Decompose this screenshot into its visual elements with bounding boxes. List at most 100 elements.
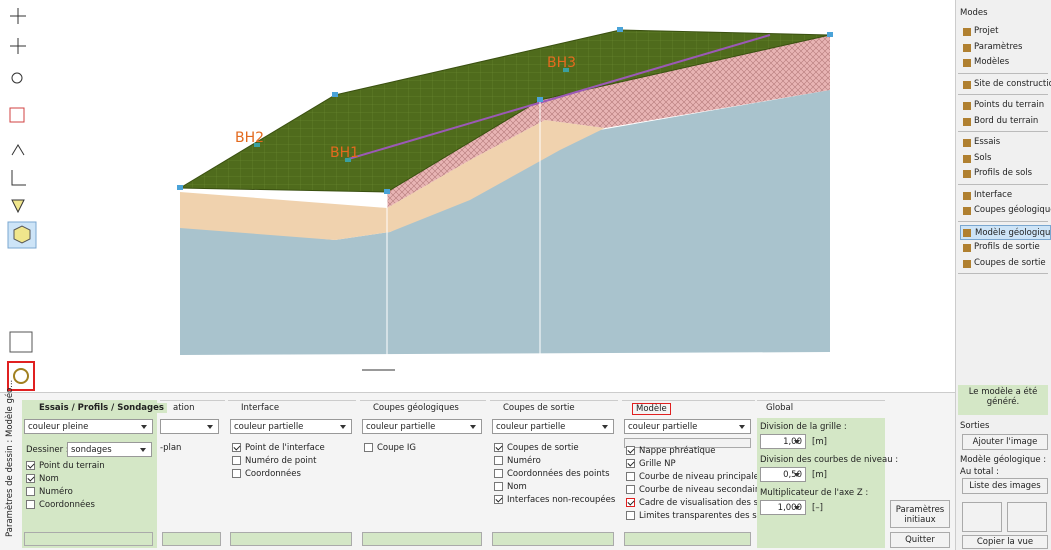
mode-item[interactable]: Bord du terrain [974, 115, 1039, 126]
mode-item[interactable]: Profils de sortie [974, 242, 1040, 252]
option-label: Grille NP [639, 459, 676, 469]
section-line [344, 34, 771, 161]
mode-icon [963, 59, 971, 67]
checkbox[interactable] [626, 498, 635, 507]
add-image-button[interactable]: Ajouter l'image [962, 434, 1048, 450]
mode-item[interactable]: Projet [974, 26, 999, 36]
section-title: Coupes de sortie [500, 403, 578, 413]
reset-button[interactable]: Paramètres initiaux [890, 500, 950, 528]
mode-icon [963, 102, 971, 110]
checkbox[interactable] [626, 472, 635, 481]
field-input[interactable]: 1,000 [760, 500, 806, 515]
checkbox[interactable] [364, 443, 373, 452]
apply-bar[interactable] [24, 532, 153, 546]
table-button[interactable] [9, 331, 33, 353]
print-button[interactable] [1007, 502, 1047, 532]
status-box [958, 385, 1048, 415]
checkbox[interactable] [232, 443, 241, 452]
option-label: Coupes de sortie [507, 443, 579, 453]
toolbar-icons [9, 8, 26, 214]
collapse-button[interactable] [624, 438, 751, 448]
mode-icon [963, 259, 971, 268]
soil-sand [180, 120, 605, 240]
apply-bar[interactable] [362, 532, 482, 546]
settings-button[interactable] [7, 361, 35, 391]
option-label: Nom [507, 482, 527, 492]
checkbox[interactable] [26, 461, 35, 470]
checkbox[interactable] [232, 469, 241, 478]
option-label: Courbe de niveau secondaire [639, 485, 764, 495]
checkbox[interactable] [494, 482, 503, 491]
mode-item[interactable]: Coupes géologique [974, 205, 1051, 215]
field-unit: [m] [812, 470, 827, 480]
option-label: Coordonnées des points [507, 469, 610, 479]
mode-icon [963, 228, 971, 237]
mode-item[interactable]: Site de construction [974, 78, 1051, 89]
option-label: Numéro de point [245, 456, 317, 466]
option-label: Limites transparentes des sols [639, 511, 769, 521]
mode-item[interactable]: Modèle géologique [960, 224, 1051, 240]
side-label: Paramètres de dessin : Modèle géo... [5, 379, 15, 537]
mode-item[interactable]: Profils de sols [974, 168, 1033, 178]
checkbox[interactable] [494, 495, 503, 504]
mode-icon [963, 117, 971, 126]
dropdown[interactable]: sondages [67, 442, 152, 457]
section-box [160, 400, 225, 548]
status-text: Le modèle a été généré. [968, 387, 1038, 407]
dropdown[interactable]: couleur partielle [230, 419, 352, 434]
field-label: Division de la grille : [760, 422, 847, 432]
mode-item[interactable]: Points du terrain [974, 100, 1045, 110]
soil-clay [180, 90, 830, 355]
field-input[interactable]: 0,50 [760, 467, 806, 482]
image-list-button[interactable]: Liste des images [962, 478, 1048, 494]
mode-item[interactable]: Sols [974, 152, 992, 163]
checkbox[interactable] [626, 485, 635, 494]
mode-icon [963, 80, 971, 89]
checkbox[interactable] [626, 459, 635, 468]
option-label: Nappe phréatique [639, 446, 716, 456]
checkbox[interactable] [232, 456, 241, 465]
checkbox[interactable] [494, 456, 503, 465]
checkbox[interactable] [26, 474, 35, 483]
mode-item[interactable]: Coupes de sortie [974, 257, 1046, 268]
checkbox[interactable] [626, 511, 635, 520]
section-title: Coupes géologiques [370, 403, 462, 413]
dropdown[interactable]: couleur partielle [492, 419, 614, 434]
option-label: Point de l'interface [245, 443, 325, 453]
dropdown[interactable]: couleur pleine [24, 419, 153, 434]
mode-item[interactable]: Modèles [974, 57, 1010, 67]
model-view: BH1 BH2 BH3 [0, 0, 833, 392]
mode-icon [963, 191, 971, 200]
apply-bar[interactable] [162, 532, 221, 546]
checkbox[interactable] [494, 469, 503, 478]
section-title: Interface [238, 403, 283, 413]
outputs-title: Sorties [960, 421, 990, 431]
copy-view-button[interactable]: Copier la vue [962, 535, 1048, 549]
quit-button[interactable]: Quitter [890, 532, 950, 548]
checkbox[interactable] [26, 487, 35, 496]
mode-item[interactable]: Interface [974, 189, 1013, 200]
checkbox[interactable] [626, 446, 635, 455]
section-box [228, 400, 356, 548]
field-input[interactable]: 1,00 [760, 434, 806, 449]
mode-item[interactable]: Paramètres [974, 41, 1023, 52]
toolbar [0, 0, 40, 392]
soil-silt [387, 35, 830, 208]
panel-title: Modes [960, 8, 988, 18]
apply-bar[interactable] [492, 532, 614, 546]
checkbox[interactable] [494, 443, 503, 452]
separator [958, 273, 1048, 274]
section-box [490, 400, 618, 548]
dropdown[interactable] [160, 419, 219, 434]
dropdown[interactable]: couleur partielle [624, 419, 751, 434]
apply-bar[interactable] [624, 532, 751, 546]
print-button[interactable] [962, 502, 1002, 532]
field-label: Division des courbes de niveau : [760, 455, 899, 465]
apply-bar[interactable] [230, 532, 352, 546]
dropdown[interactable]: couleur partielle [362, 419, 482, 434]
checkbox[interactable] [26, 500, 35, 509]
mode-item[interactable]: Essais [974, 137, 1001, 147]
mode-icon [963, 154, 971, 163]
right-panel [955, 0, 1051, 550]
